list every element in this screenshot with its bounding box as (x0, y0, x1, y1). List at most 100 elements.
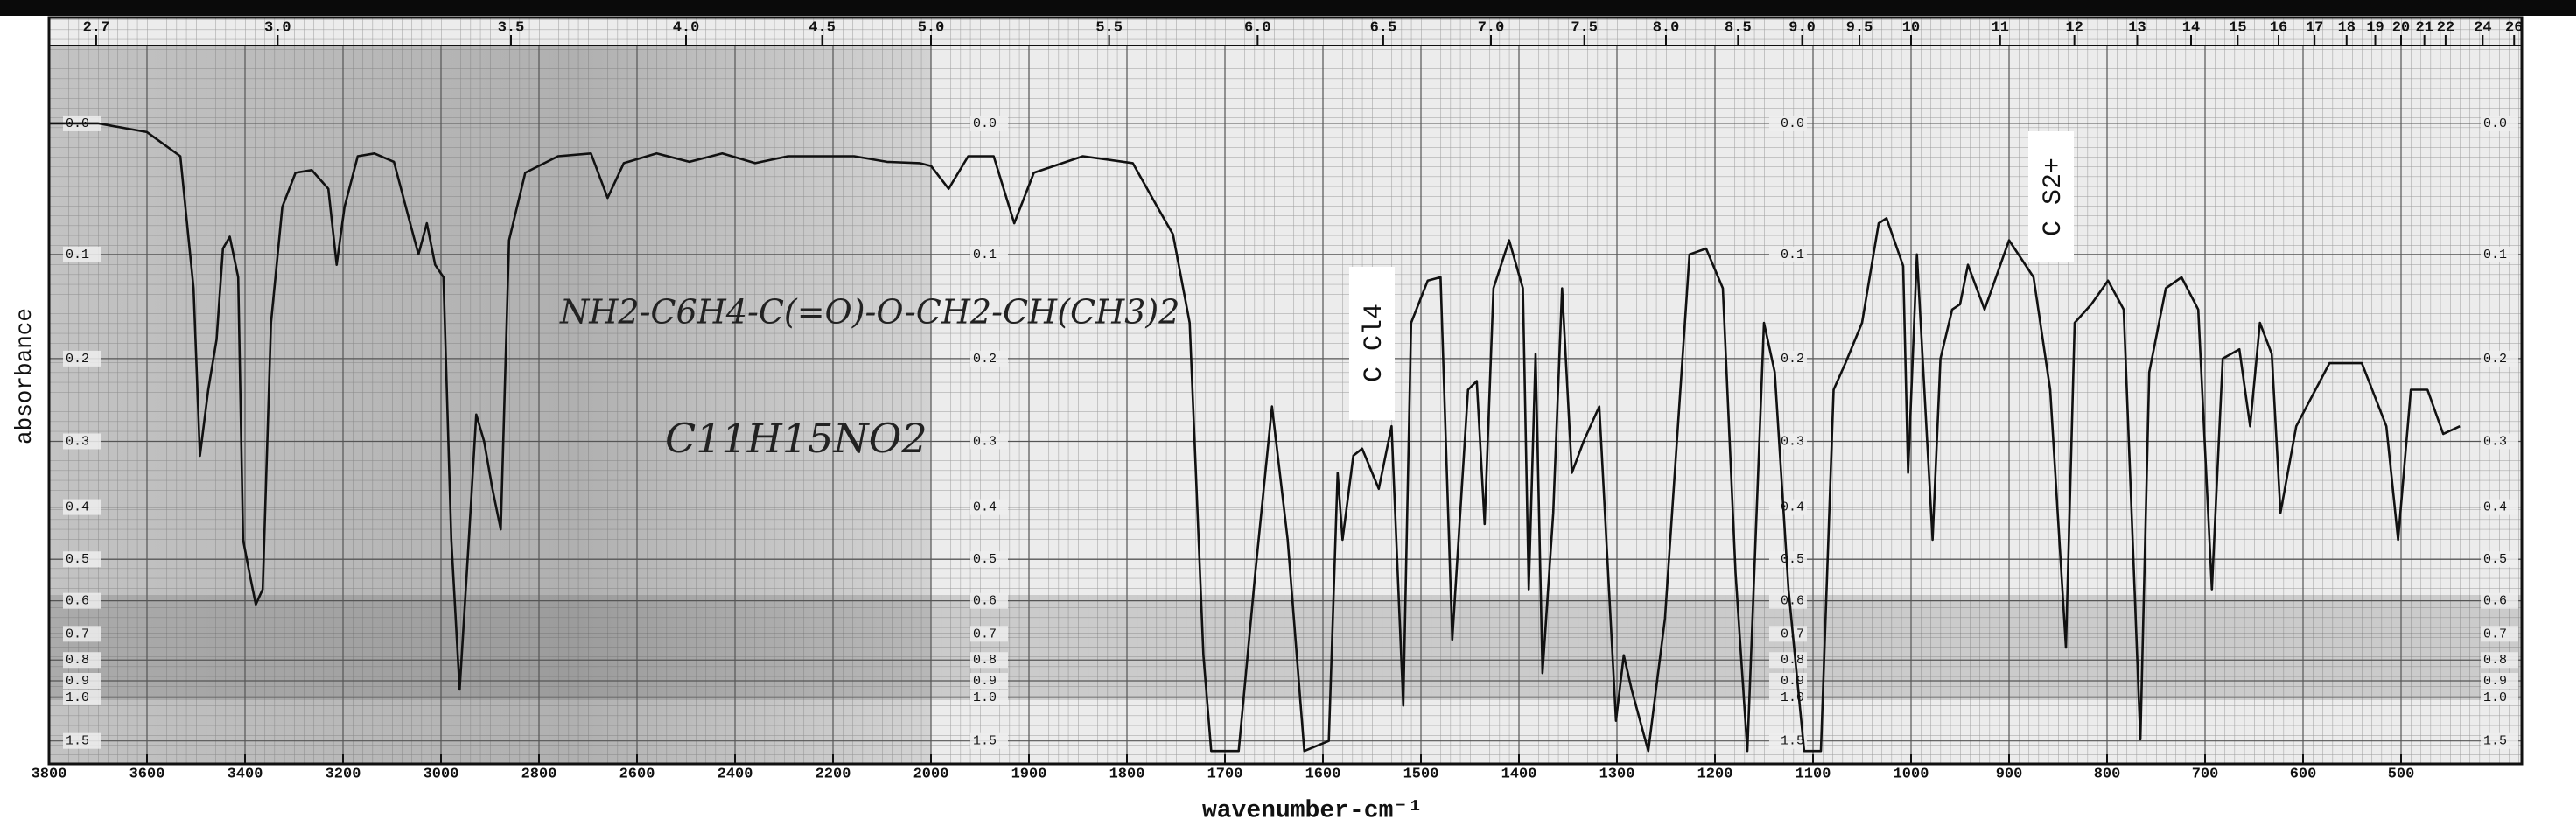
y-tick-label: 1.5 (2483, 734, 2507, 749)
x-tick-label: 900 (1996, 766, 2023, 782)
y-tick-label-bg (1769, 732, 1807, 749)
y-tick-label: 0.6 (1781, 594, 1804, 609)
y-tick-label-bg (970, 732, 1008, 749)
y-tick-label-bg (970, 672, 1008, 689)
y-tick-label: 0.5 (973, 552, 997, 567)
y-tick-label: 0.1 (2483, 248, 2507, 262)
y-tick-label-bg (2481, 626, 2518, 642)
x2-tick-label: 6.5 (1370, 19, 1397, 36)
y-tick-label-bg (970, 350, 1008, 367)
y-tick-label: 0.3 (66, 434, 89, 449)
y-tick-label: 0.4 (1781, 500, 1804, 515)
x-tick-label: 3800 (32, 766, 67, 782)
y-tick-label: 0.5 (2483, 552, 2507, 567)
x-tick-label: 3000 (424, 766, 459, 782)
x2-tick-label: 17 (2306, 19, 2323, 36)
y-tick-label-bg (63, 732, 101, 749)
y-tick-label-bg (2481, 672, 2518, 689)
solvent-box (2028, 131, 2074, 262)
y-tick-label: 0.3 (1781, 434, 1804, 449)
y-tick-label-bg (2481, 732, 2518, 749)
y-tick-label: 0.2 (2483, 352, 2507, 367)
y-tick-label: 0.0 (66, 116, 89, 131)
y-tick-label-bg (63, 652, 101, 668)
x-tick-label: 2000 (914, 766, 949, 782)
x2-tick-label: 7.5 (1571, 19, 1598, 36)
y-tick-label-bg (63, 551, 101, 568)
y-tick-label-bg (1769, 246, 1807, 262)
x-tick-label: 800 (2094, 766, 2121, 782)
x-tick-label: 3600 (130, 766, 165, 782)
x2-tick-label: 7.0 (1478, 19, 1505, 36)
x-tick-label: 600 (2290, 766, 2317, 782)
x2-tick-label: 26 (2505, 19, 2523, 36)
x-tick-label: 2800 (522, 766, 557, 782)
x2-tick-label: 15 (2229, 19, 2246, 36)
y-tick-label-bg (63, 433, 101, 450)
x-tick-label: 1500 (1404, 766, 1439, 782)
x2-tick-label: 10 (1902, 19, 1920, 36)
y-tick-label: 0.2 (973, 352, 997, 367)
x-tick-label: 500 (2388, 766, 2415, 782)
x2-tick-label: 20 (2392, 19, 2410, 36)
x2-tick-label: 9.5 (1846, 19, 1873, 36)
y-tick-label-bg (970, 433, 1008, 450)
y-tick-label: 0.1 (66, 248, 89, 262)
x2-tick-label: 3.0 (264, 19, 291, 36)
y-tick-label-bg (2481, 689, 2518, 705)
x2-tick-label: 11 (1992, 19, 2009, 36)
y-tick-label: 1.0 (1781, 690, 1804, 705)
y-tick-label-bg (1769, 626, 1807, 642)
y-tick-label-bg (970, 652, 1008, 668)
y-tick-label-bg (2481, 246, 2518, 262)
y-tick-label: 0.7 (1781, 626, 1804, 641)
plot-frame (47, 16, 2524, 766)
y-tick-label-bg (970, 592, 1008, 609)
x-tick-label: 3400 (228, 766, 263, 782)
structure-note: NH2-C6H4-C(=O)-O-CH2-CH(CH3)2 (559, 293, 1180, 332)
x2-tick-label: 3.5 (498, 19, 525, 36)
x-tick-label: 700 (2192, 766, 2219, 782)
y-tick-label-bg (63, 592, 101, 609)
y-tick-label: 0.0 (2483, 116, 2507, 131)
x-tick-label: 1200 (1698, 766, 1733, 782)
x-tick-label: 1000 (1894, 766, 1929, 782)
y-tick-label: 0.5 (1781, 552, 1804, 567)
y-tick-label-bg (2481, 115, 2518, 131)
y-tick-label-bg (1769, 592, 1807, 609)
x-axis-label: wavenumber-cm⁻¹ (1202, 797, 1423, 824)
y-tick-label: 0.1 (1781, 248, 1804, 262)
x2-tick-label: 4.5 (808, 19, 836, 36)
x-tick-label: 3200 (326, 766, 361, 782)
y-tick-label-bg (970, 689, 1008, 705)
y-tick-label-bg (970, 551, 1008, 568)
x2-tick-label: 18 (2338, 19, 2356, 36)
spectrum-line (49, 122, 2460, 752)
y-tick-label-bg (2481, 551, 2518, 568)
x2-tick-label: 12 (2065, 19, 2082, 36)
y-tick-label: 0.6 (66, 594, 89, 609)
y-tick-label: 0.0 (973, 116, 997, 131)
y-tick-label-bg (970, 246, 1008, 262)
y-tick-label: 0.6 (973, 594, 997, 609)
y-tick-label-bg (1769, 115, 1807, 131)
y-tick-label-bg (970, 626, 1008, 642)
y-tick-label: 0.8 (973, 653, 997, 668)
y-tick-label-bg (2481, 592, 2518, 609)
x2-tick-label: 9.0 (1788, 19, 1816, 36)
x2-tick-label: 24 (2474, 19, 2491, 36)
y-tick-label-bg (63, 689, 101, 705)
x2-tick-label: 16 (2270, 19, 2287, 36)
y-tick-label-bg (2481, 499, 2518, 515)
y-tick-label: 0.4 (2483, 500, 2507, 515)
x2-tick-label: 19 (2366, 19, 2384, 36)
y-tick-label: 0.1 (973, 248, 997, 262)
x2-tick-label: 8.5 (1725, 19, 1752, 36)
y-tick-label: 1.5 (66, 734, 89, 749)
y-axis-label: absorbance (11, 308, 38, 444)
paper-band (49, 595, 2522, 700)
y-tick-label: 0.8 (1781, 653, 1804, 668)
top-band (0, 0, 2576, 16)
y-tick-label-bg (2481, 652, 2518, 668)
x-tick-label: 1900 (1012, 766, 1047, 782)
